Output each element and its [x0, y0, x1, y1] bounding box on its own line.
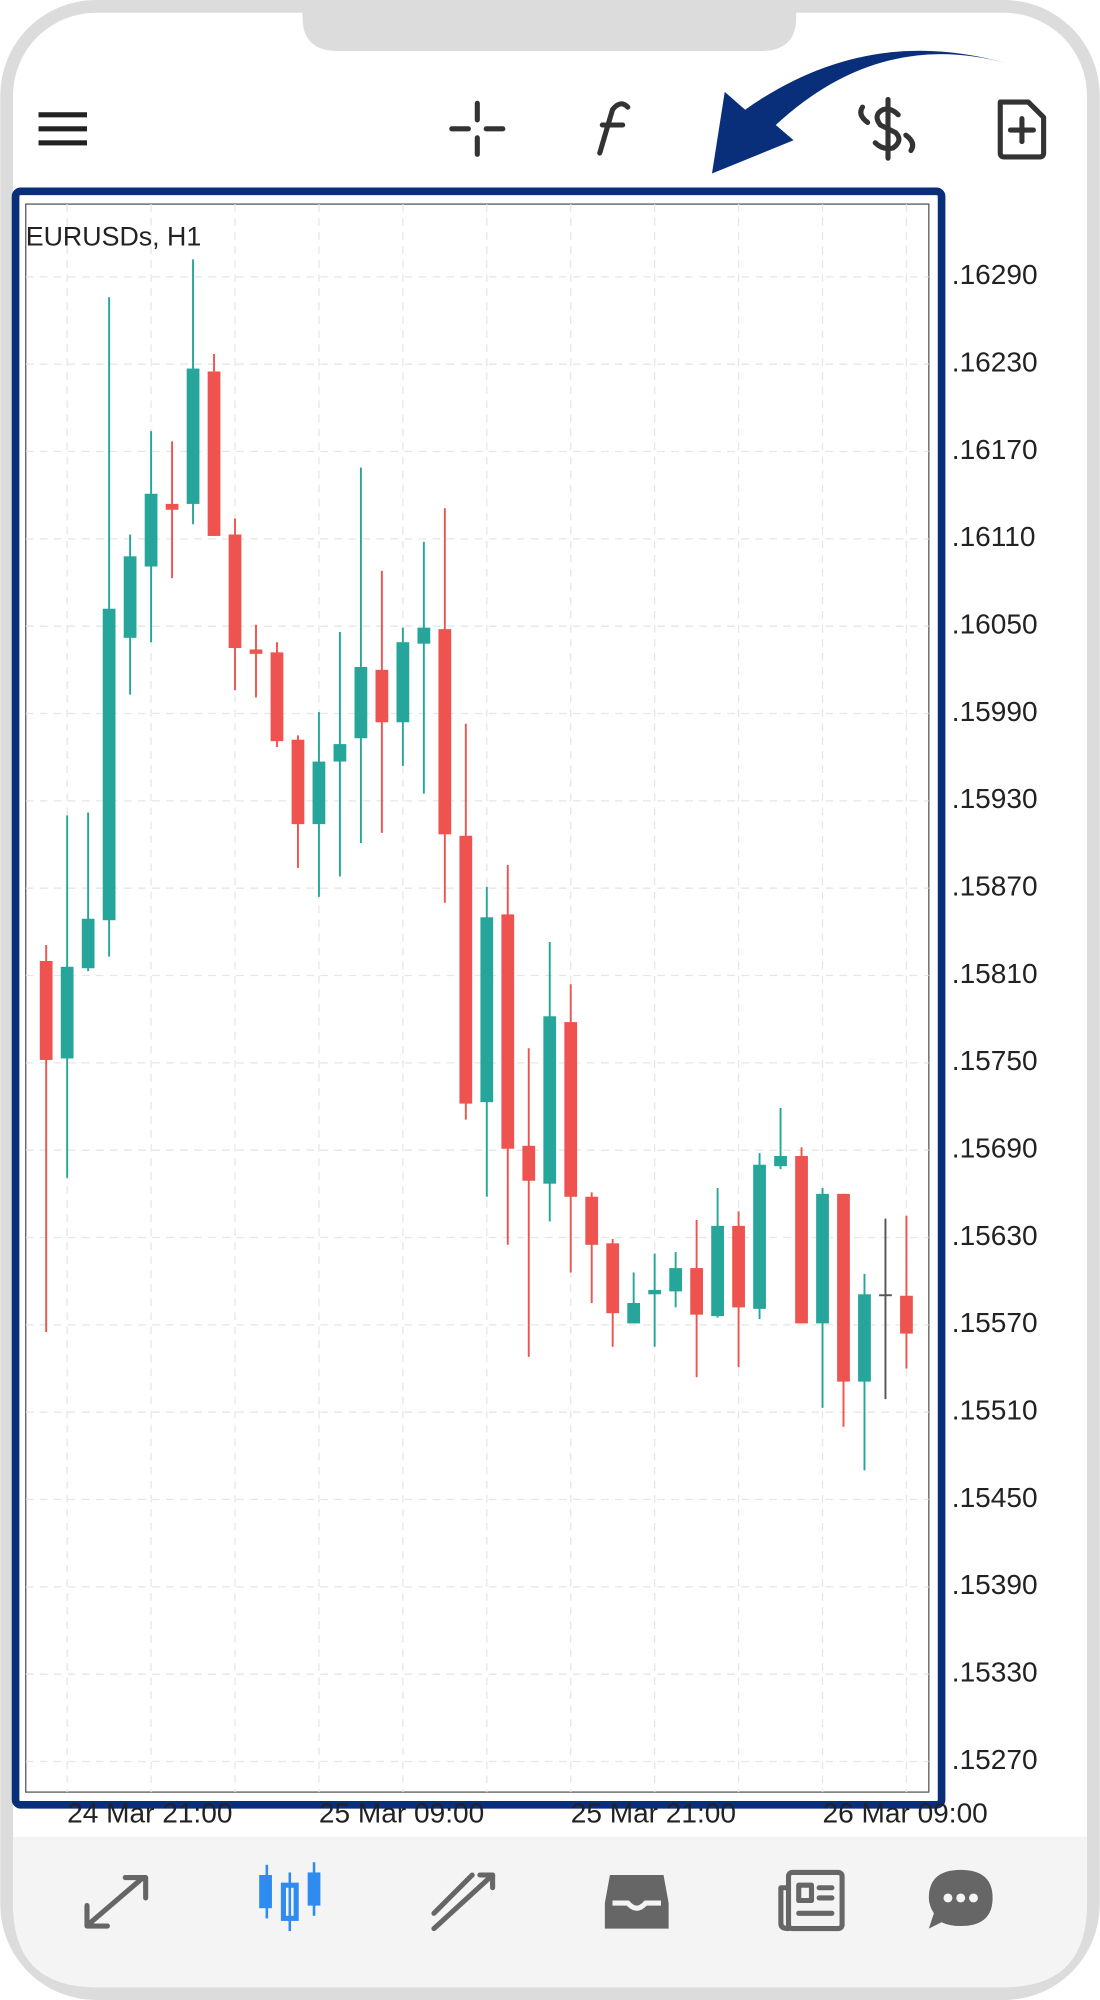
chart-title: EURUSDs, H1	[26, 222, 202, 252]
y-tick-label: .15690	[952, 1133, 1038, 1164]
bottom-nav	[13, 1836, 1087, 1988]
y-tick-label: .15450	[952, 1482, 1038, 1513]
candle-body	[648, 1289, 662, 1295]
crosshair-button[interactable]	[449, 100, 506, 157]
candle-body	[480, 917, 494, 1103]
candle-body	[816, 1193, 829, 1324]
candle-body	[732, 1225, 745, 1308]
candle-body	[228, 534, 242, 649]
candle-body	[291, 739, 305, 825]
candle-body	[102, 608, 116, 921]
x-tick-label: 25 Mar 21:00	[571, 1797, 736, 1828]
candle-body	[81, 918, 95, 969]
candle-body	[186, 368, 200, 504]
candle-body	[711, 1225, 724, 1317]
candle-body	[459, 835, 473, 1104]
y-tick-label: .15750	[952, 1045, 1038, 1076]
candle-body	[501, 914, 515, 1149]
nav-news[interactable]	[778, 1869, 845, 1932]
y-tick-label: .16110	[952, 521, 1036, 552]
candle-body	[753, 1164, 766, 1309]
y-tick-label: .15810	[952, 958, 1038, 989]
indicators-button[interactable]	[597, 101, 631, 156]
candle-body	[795, 1156, 808, 1324]
notch	[302, 0, 797, 52]
candle-body	[354, 666, 368, 739]
candle-body	[837, 1193, 850, 1382]
candle-body	[375, 669, 389, 723]
vertical-grid	[66, 204, 908, 1793]
candle-body	[669, 1268, 683, 1292]
candle-body	[879, 1294, 892, 1297]
x-tick-label: 26 Mar 09:00	[823, 1797, 988, 1828]
candle-body	[270, 652, 284, 742]
trade-button[interactable]	[858, 96, 916, 161]
y-tick-label: .15510	[952, 1395, 1038, 1426]
x-tick-label: 24 Mar 21:00	[67, 1797, 232, 1828]
y-tick-label: .16050	[952, 609, 1038, 640]
candle-body	[900, 1295, 913, 1334]
highlight-frame	[11, 187, 946, 1809]
nav-chat[interactable]	[928, 1869, 993, 1929]
candle-body	[144, 493, 158, 567]
candle-body	[690, 1268, 703, 1315]
menu-button[interactable]	[38, 112, 87, 146]
candle-body	[522, 1145, 536, 1181]
candle-body	[165, 503, 179, 510]
y-tick-label: .15390	[952, 1569, 1038, 1600]
candle-body	[564, 1022, 578, 1197]
nav-quotes[interactable]	[84, 1874, 149, 1929]
candle-body	[417, 627, 431, 644]
candle-body	[249, 649, 263, 654]
axes: .16290 .16230 .16170 .16110 .16050 .15990 .159…	[67, 259, 1037, 1828]
candle-body	[543, 1016, 557, 1184]
candle-body	[585, 1196, 599, 1245]
nav-chart[interactable]	[259, 1862, 321, 1932]
candle-body	[858, 1294, 871, 1382]
plot	[25, 259, 929, 1763]
plot-area	[25, 203, 930, 1793]
candle-body	[123, 556, 137, 638]
hint-arrow	[711, 50, 1008, 174]
y-tick-label: .15630	[952, 1220, 1038, 1251]
candle-body	[39, 960, 53, 1060]
y-tick-label: .15990	[952, 696, 1038, 727]
y-tick-label: .16170	[952, 434, 1038, 465]
candle-body	[60, 966, 74, 1059]
y-tick-label: .15270	[952, 1744, 1038, 1775]
new-order-button[interactable]	[997, 99, 1047, 160]
candle-body	[774, 1156, 787, 1167]
y-tick-label: .15930	[952, 783, 1038, 814]
candle-body	[207, 371, 221, 536]
candle-body	[627, 1303, 641, 1324]
nav-history[interactable]	[604, 1875, 669, 1929]
candle-body	[606, 1243, 620, 1314]
x-tick-label: 25 Mar 09:00	[319, 1797, 484, 1828]
y-tick-label: .15570	[952, 1307, 1038, 1338]
y-tick-label: .15870	[952, 871, 1038, 902]
candle-body	[333, 744, 347, 762]
candle-body	[438, 629, 452, 835]
y-tick-label: .15330	[952, 1657, 1038, 1688]
candle-body	[312, 761, 326, 825]
nav-trade[interactable]	[431, 1872, 496, 1932]
candle-body	[396, 642, 410, 723]
y-tick-label: .16290	[952, 259, 1038, 290]
y-tick-label: .16230	[952, 347, 1038, 378]
